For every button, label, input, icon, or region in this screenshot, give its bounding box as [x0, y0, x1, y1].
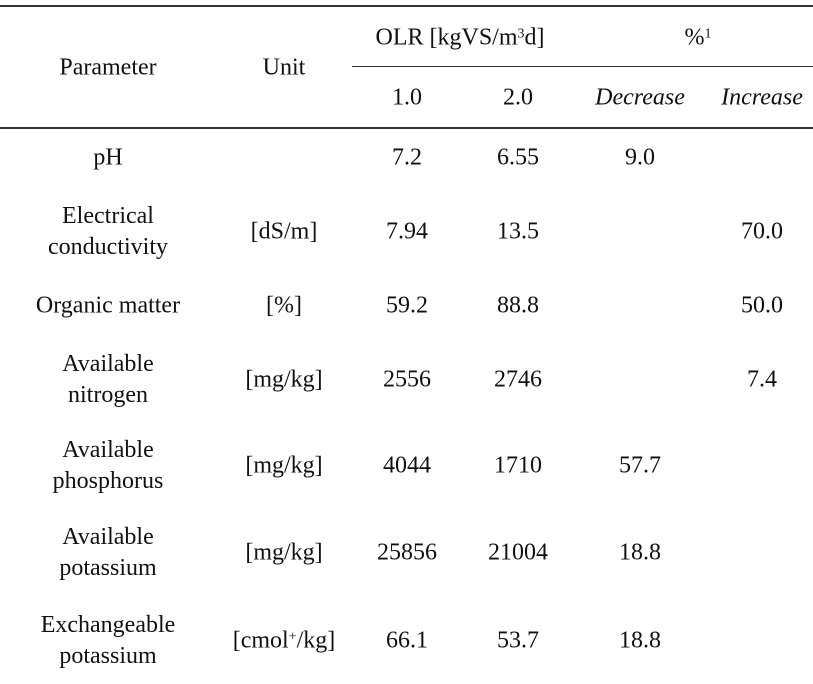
top-rule	[0, 5, 813, 7]
cell-parameter: Organic matter	[36, 291, 180, 322]
olr-sup: 3	[517, 26, 525, 42]
cell-inc: 70.0	[741, 218, 783, 245]
cell-v1: 25856	[377, 539, 437, 566]
cell-v2: 2746	[494, 366, 542, 393]
cell-v1: 4044	[383, 452, 431, 479]
cell-v2: 13.5	[497, 218, 539, 245]
cell-v2: 6.55	[497, 144, 539, 171]
cell-unit: [cmol+/kg]	[232, 627, 336, 654]
cell-unit: [dS/m]	[250, 218, 318, 245]
cell-unit: [mg/kg]	[245, 539, 323, 566]
cell-v2: 1710	[494, 452, 542, 479]
header-parameter: Parameter	[59, 54, 157, 81]
cell-inc: 7.4	[747, 366, 777, 393]
header-percent: %1	[685, 23, 712, 54]
cell-dec: 9.0	[625, 144, 655, 171]
parameter-line: Available	[62, 437, 154, 463]
cell-v1: 59.2	[386, 292, 428, 319]
decrease-label: Decrease	[595, 84, 685, 111]
parameter-line: phosphorus	[52, 468, 164, 494]
parameter-line: Available	[62, 351, 154, 377]
cell-dec: 18.8	[619, 627, 661, 654]
cell-v1: 7.2	[392, 144, 422, 171]
cell-unit: [mg/kg]	[245, 452, 323, 479]
header-unit: Unit	[262, 54, 306, 81]
increase-label: Increase	[721, 84, 803, 111]
header-olr-1: 1.0	[392, 84, 422, 111]
percent-sup: 1	[704, 26, 712, 42]
cell-v1: 7.94	[386, 218, 428, 245]
cell-unit: [mg/kg]	[245, 366, 323, 393]
cell-parameter: Available nitrogen	[62, 349, 154, 411]
parameter-line: potassium	[59, 555, 157, 581]
cell-inc: 50.0	[741, 292, 783, 319]
olr-text-end: d]	[524, 24, 545, 51]
cell-unit: [%]	[266, 292, 302, 319]
header-olr: OLR [kgVS/m3d]	[375, 23, 544, 54]
cell-v1: 66.1	[386, 627, 428, 654]
cell-parameter: pH	[93, 143, 122, 174]
cell-parameter: Electrical conductivity	[48, 201, 168, 263]
cell-v2: 53.7	[497, 627, 539, 654]
group-rule	[352, 66, 813, 67]
parameter-line: Available	[62, 524, 154, 550]
parameter-line: nitrogen	[68, 382, 148, 408]
parameter-line: conductivity	[48, 234, 168, 260]
cell-v1: 2556	[383, 366, 431, 393]
parameter-line: potassium	[59, 643, 157, 669]
header-decrease: Decrease	[595, 83, 685, 114]
percent-text: %	[684, 24, 705, 51]
olr-text: OLR [kgVS/m	[375, 24, 518, 51]
cell-parameter: Available phosphorus	[53, 435, 164, 497]
cell-parameter: Available potassium	[59, 522, 156, 584]
cell-dec: 57.7	[619, 452, 661, 479]
header-increase: Increase	[721, 83, 803, 114]
cell-parameter: Exchangeable potassium	[41, 610, 176, 672]
parameter-line: pH	[93, 144, 123, 171]
cell-dec: 18.8	[619, 539, 661, 566]
header-bottom-rule	[0, 127, 813, 129]
header-olr-2: 2.0	[503, 84, 533, 111]
cell-v2: 88.8	[497, 292, 539, 319]
parameter-line: Electrical	[62, 203, 154, 229]
parameter-line: Exchangeable	[40, 612, 176, 638]
cell-v2: 21004	[488, 539, 548, 566]
parameter-line: Organic matter	[35, 292, 181, 319]
